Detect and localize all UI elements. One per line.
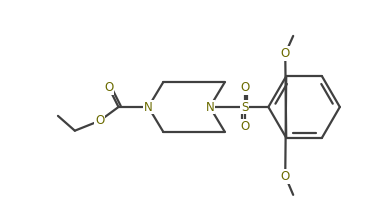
Text: O: O — [280, 47, 290, 60]
Text: N: N — [144, 101, 153, 113]
Text: O: O — [95, 114, 104, 127]
Text: O: O — [104, 81, 113, 94]
Text: O: O — [240, 81, 249, 94]
Text: O: O — [240, 120, 249, 133]
Text: S: S — [241, 101, 248, 113]
Text: O: O — [280, 169, 290, 183]
Text: N: N — [205, 101, 214, 113]
